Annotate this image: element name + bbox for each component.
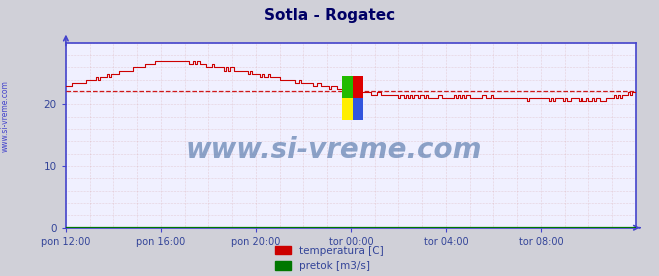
- Bar: [343, 76, 353, 98]
- Text: www.si-vreme.com: www.si-vreme.com: [186, 136, 482, 164]
- Bar: [343, 98, 353, 120]
- Bar: [353, 98, 363, 120]
- Text: www.si-vreme.com: www.si-vreme.com: [1, 80, 10, 152]
- Legend: temperatura [C], pretok [m3/s]: temperatura [C], pretok [m3/s]: [275, 246, 384, 271]
- Text: Sotla - Rogatec: Sotla - Rogatec: [264, 8, 395, 23]
- Bar: [353, 76, 363, 98]
